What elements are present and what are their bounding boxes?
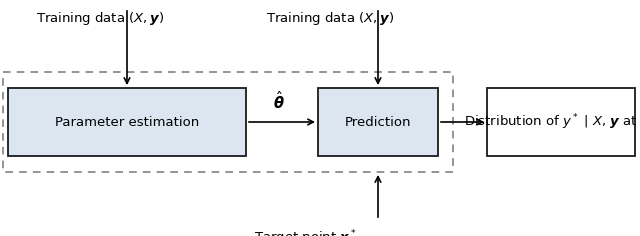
Bar	[8, 88, 246, 156]
Bar	[3, 72, 453, 172]
Text: Target point $\boldsymbol{x}^*$: Target point $\boldsymbol{x}^*$	[254, 228, 356, 236]
Bar	[318, 88, 438, 156]
Text: Parameter estimation: Parameter estimation	[55, 115, 199, 128]
Text: $\hat{\boldsymbol{\theta}}$: $\hat{\boldsymbol{\theta}}$	[273, 90, 285, 112]
Bar	[487, 88, 635, 156]
Text: Prediction: Prediction	[345, 115, 412, 128]
Text: Distribution of $y^*$ $|$ $X$, $\boldsymbol{y}$ at $\boldsymbol{x}^*$: Distribution of $y^*$ $|$ $X$, $\boldsym…	[465, 112, 640, 132]
Text: Training data $(X, \boldsymbol{y})$: Training data $(X, \boldsymbol{y})$	[266, 10, 394, 27]
Text: Training data $(X, \boldsymbol{y})$: Training data $(X, \boldsymbol{y})$	[36, 10, 164, 27]
